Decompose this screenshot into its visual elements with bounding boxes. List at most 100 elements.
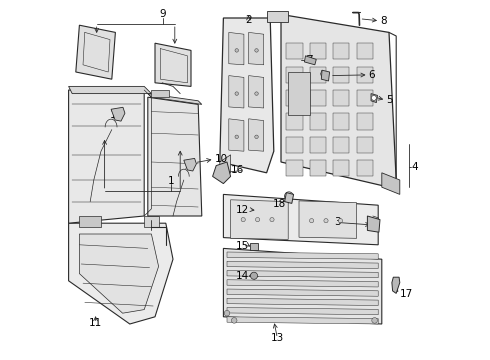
Polygon shape — [333, 67, 349, 83]
Text: 10: 10 — [215, 154, 227, 164]
Polygon shape — [148, 97, 202, 216]
Polygon shape — [248, 32, 264, 65]
Text: 4: 4 — [411, 162, 418, 172]
Text: 7: 7 — [306, 55, 313, 65]
Polygon shape — [151, 90, 170, 97]
Polygon shape — [333, 137, 349, 153]
Polygon shape — [285, 193, 294, 203]
Polygon shape — [368, 216, 380, 232]
Polygon shape — [324, 219, 328, 223]
Polygon shape — [250, 243, 258, 250]
Polygon shape — [288, 72, 310, 115]
Text: 6: 6 — [368, 70, 375, 80]
Polygon shape — [255, 92, 258, 95]
Polygon shape — [286, 43, 303, 59]
Polygon shape — [382, 173, 400, 194]
Polygon shape — [227, 261, 378, 269]
Polygon shape — [267, 11, 288, 22]
Text: 18: 18 — [273, 199, 286, 209]
Polygon shape — [286, 160, 303, 176]
Polygon shape — [372, 318, 377, 323]
Text: 9: 9 — [160, 9, 166, 19]
Polygon shape — [333, 43, 349, 59]
Polygon shape — [229, 32, 244, 65]
Polygon shape — [79, 216, 101, 227]
Polygon shape — [76, 25, 116, 79]
Polygon shape — [286, 113, 303, 130]
Polygon shape — [299, 201, 357, 238]
Polygon shape — [286, 90, 303, 106]
Polygon shape — [227, 317, 378, 324]
Polygon shape — [220, 155, 231, 180]
Polygon shape — [392, 277, 400, 293]
Text: 8: 8 — [380, 16, 387, 26]
Polygon shape — [255, 217, 260, 222]
Text: 10: 10 — [110, 110, 123, 120]
Polygon shape — [310, 137, 326, 153]
Text: 14: 14 — [235, 271, 248, 282]
Polygon shape — [310, 160, 326, 176]
Polygon shape — [220, 18, 274, 173]
Polygon shape — [111, 107, 125, 121]
Polygon shape — [310, 113, 326, 130]
Polygon shape — [310, 219, 314, 223]
Polygon shape — [333, 113, 349, 130]
Polygon shape — [255, 49, 258, 52]
Polygon shape — [357, 160, 373, 176]
Polygon shape — [69, 223, 173, 324]
Polygon shape — [310, 43, 326, 59]
Polygon shape — [357, 90, 373, 106]
Polygon shape — [241, 217, 245, 222]
Polygon shape — [69, 86, 151, 94]
Text: 3: 3 — [334, 217, 341, 228]
Polygon shape — [255, 135, 258, 139]
Text: 13: 13 — [271, 333, 284, 343]
Polygon shape — [213, 162, 231, 184]
Text: 12: 12 — [236, 204, 249, 215]
Polygon shape — [227, 298, 378, 306]
Polygon shape — [231, 318, 237, 323]
Polygon shape — [224, 310, 230, 316]
Polygon shape — [333, 160, 349, 176]
Polygon shape — [281, 14, 396, 187]
Text: 11: 11 — [89, 318, 102, 328]
Polygon shape — [248, 119, 264, 151]
Text: 1: 1 — [168, 176, 174, 186]
Polygon shape — [223, 194, 378, 245]
Text: 16: 16 — [231, 165, 245, 175]
Polygon shape — [286, 67, 303, 83]
Polygon shape — [235, 92, 239, 95]
Polygon shape — [357, 67, 373, 83]
Polygon shape — [223, 248, 382, 324]
Text: 15: 15 — [235, 240, 248, 251]
Polygon shape — [371, 95, 376, 100]
Polygon shape — [250, 272, 258, 279]
Polygon shape — [371, 94, 377, 103]
Polygon shape — [229, 76, 244, 108]
Polygon shape — [357, 137, 373, 153]
Polygon shape — [69, 90, 144, 223]
Polygon shape — [227, 252, 378, 259]
Polygon shape — [227, 289, 378, 296]
Polygon shape — [235, 49, 239, 52]
Text: 5: 5 — [386, 95, 393, 105]
Polygon shape — [144, 216, 159, 227]
Text: 2: 2 — [245, 15, 252, 25]
Polygon shape — [248, 76, 264, 108]
Polygon shape — [227, 270, 378, 278]
Polygon shape — [148, 94, 202, 104]
Polygon shape — [235, 135, 239, 139]
Polygon shape — [321, 70, 330, 81]
Polygon shape — [227, 307, 378, 315]
Polygon shape — [357, 113, 373, 130]
Polygon shape — [231, 200, 288, 239]
Polygon shape — [286, 137, 303, 153]
Polygon shape — [304, 56, 316, 65]
Text: 17: 17 — [400, 289, 413, 300]
Polygon shape — [270, 217, 274, 222]
Polygon shape — [310, 90, 326, 106]
Polygon shape — [229, 119, 244, 151]
Polygon shape — [333, 90, 349, 106]
Polygon shape — [357, 43, 373, 59]
Polygon shape — [155, 43, 191, 86]
